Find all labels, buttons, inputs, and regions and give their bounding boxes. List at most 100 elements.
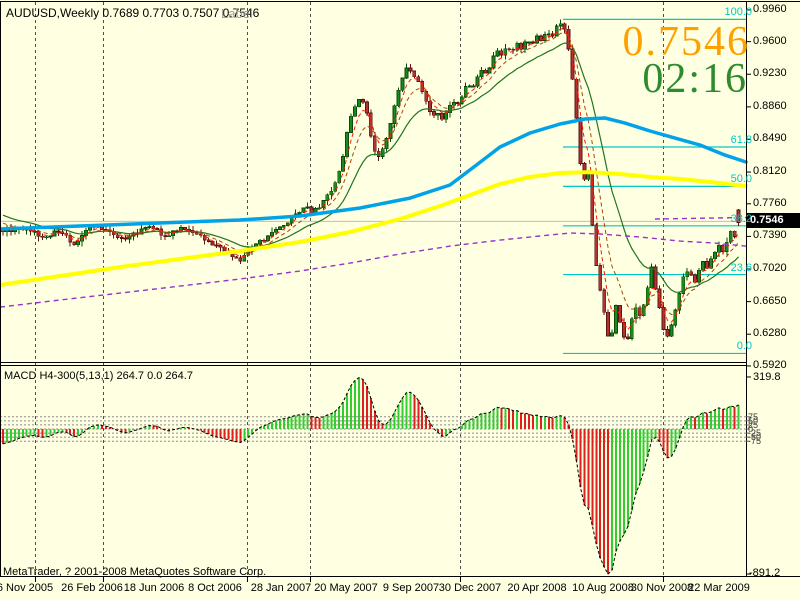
candle-body bbox=[479, 69, 484, 78]
date-axis-label: 22 Mar 2009 bbox=[688, 582, 750, 594]
candle-body bbox=[527, 41, 531, 44]
candle-body bbox=[76, 240, 81, 246]
candle-body bbox=[368, 112, 373, 137]
candles-group bbox=[1, 19, 741, 341]
candle-body bbox=[451, 102, 456, 106]
fib-level-label: 23.6 bbox=[730, 261, 752, 274]
candle-body bbox=[598, 264, 603, 291]
candle-body bbox=[143, 226, 148, 230]
candle-body bbox=[163, 234, 168, 237]
candle-body bbox=[44, 236, 49, 239]
candle-body bbox=[546, 33, 551, 36]
candle-body bbox=[471, 85, 476, 88]
candle-body bbox=[242, 254, 247, 262]
candle-body bbox=[119, 237, 124, 239]
fib-level-label: 100.0 bbox=[724, 6, 752, 19]
candle-body bbox=[716, 244, 721, 253]
candle-body bbox=[285, 222, 290, 227]
price-tick-label: 0.7390 bbox=[753, 229, 787, 242]
candle-body bbox=[483, 69, 488, 74]
candle-body bbox=[349, 115, 353, 133]
candle-body bbox=[214, 244, 219, 247]
candle-body bbox=[602, 289, 607, 313]
fib-level-label: 38.2 bbox=[730, 212, 752, 225]
candle-body bbox=[277, 226, 282, 231]
candle-body bbox=[72, 241, 77, 246]
price-tick-label: 0.9230 bbox=[753, 67, 787, 80]
candle-body bbox=[685, 271, 690, 278]
candle-body bbox=[511, 48, 516, 51]
candle-body bbox=[629, 318, 634, 339]
text-label-object[interactable]: Label bbox=[221, 6, 253, 21]
ma-blue-line bbox=[0, 116, 748, 231]
candle-body bbox=[732, 230, 737, 237]
fib-level-label: 0.0 bbox=[736, 340, 752, 353]
candle-body bbox=[400, 77, 405, 91]
candle-body bbox=[594, 224, 599, 266]
date-axis-label: 10 Aug 2008 bbox=[572, 582, 634, 594]
candle-body bbox=[475, 76, 480, 87]
candle-body bbox=[238, 257, 243, 262]
candle-body bbox=[408, 67, 413, 72]
candle-body bbox=[709, 258, 713, 269]
candle-body bbox=[329, 190, 334, 196]
macd-level-label: 50 bbox=[748, 415, 759, 426]
macd-signal-dashed-line bbox=[2, 377, 739, 575]
candle-body bbox=[661, 306, 666, 331]
candle-body bbox=[614, 304, 618, 334]
price-tick-label: 0.6280 bbox=[753, 327, 787, 340]
date-axis-label: 18 Jun 2006 bbox=[123, 582, 185, 594]
candle-body bbox=[681, 276, 686, 294]
candle-body bbox=[361, 99, 365, 103]
candle-body bbox=[641, 304, 646, 317]
candle-body bbox=[463, 86, 468, 98]
candle-body bbox=[444, 112, 448, 120]
date-axis-label: 30 Dec 2007 bbox=[438, 582, 502, 594]
candle-body bbox=[610, 332, 614, 337]
candle-body bbox=[115, 234, 120, 238]
date-axis-label: 9 Sep 2007 bbox=[382, 582, 440, 594]
candle-body bbox=[333, 182, 338, 192]
price-tick-label: 0.8860 bbox=[753, 99, 787, 112]
candle-body bbox=[669, 324, 674, 337]
candle-body bbox=[420, 81, 425, 92]
candle-body bbox=[194, 232, 199, 235]
date-axis-label: 8 Oct 2006 bbox=[188, 582, 242, 594]
ma-green-line bbox=[2, 42, 740, 293]
macd-axis-max: 319.8 bbox=[753, 371, 781, 383]
candle-body bbox=[40, 235, 45, 238]
candle-body bbox=[147, 225, 152, 228]
price-tick-label: 0.8490 bbox=[753, 132, 787, 145]
candle-body bbox=[273, 229, 278, 233]
date-axis-label: 20 May 2007 bbox=[314, 582, 378, 594]
candle-countdown-timer: 02:16 bbox=[642, 56, 748, 102]
candle-body bbox=[123, 237, 128, 240]
candle-body bbox=[720, 244, 725, 252]
candle-body bbox=[558, 23, 563, 27]
candle-body bbox=[622, 321, 626, 338]
candle-body bbox=[578, 117, 583, 164]
candle-body bbox=[345, 131, 349, 157]
candle-body bbox=[645, 287, 650, 306]
candle-body bbox=[56, 230, 61, 233]
candle-body bbox=[495, 50, 500, 57]
price-tick-label: 0.7020 bbox=[753, 261, 787, 274]
macd-indicator-label: MACD H4-300(5,13,1) 264.7 0.0 264.7 bbox=[4, 370, 193, 382]
macd-level-label: -75 bbox=[748, 436, 762, 447]
candle-body bbox=[258, 239, 262, 245]
price-tick-label: 0.9960 bbox=[753, 2, 787, 15]
candle-body bbox=[701, 261, 705, 271]
candle-body bbox=[736, 209, 741, 224]
candle-body bbox=[353, 106, 357, 117]
candle-body bbox=[728, 230, 733, 243]
candle-body bbox=[297, 211, 302, 215]
candle-body bbox=[309, 206, 314, 214]
candle-body bbox=[281, 225, 286, 228]
candle-body bbox=[531, 41, 535, 44]
candle-body bbox=[270, 231, 274, 237]
fib-level-label: 61.8 bbox=[730, 133, 752, 146]
candle-body bbox=[266, 235, 270, 241]
price-tick-label: 0.6650 bbox=[753, 294, 787, 307]
